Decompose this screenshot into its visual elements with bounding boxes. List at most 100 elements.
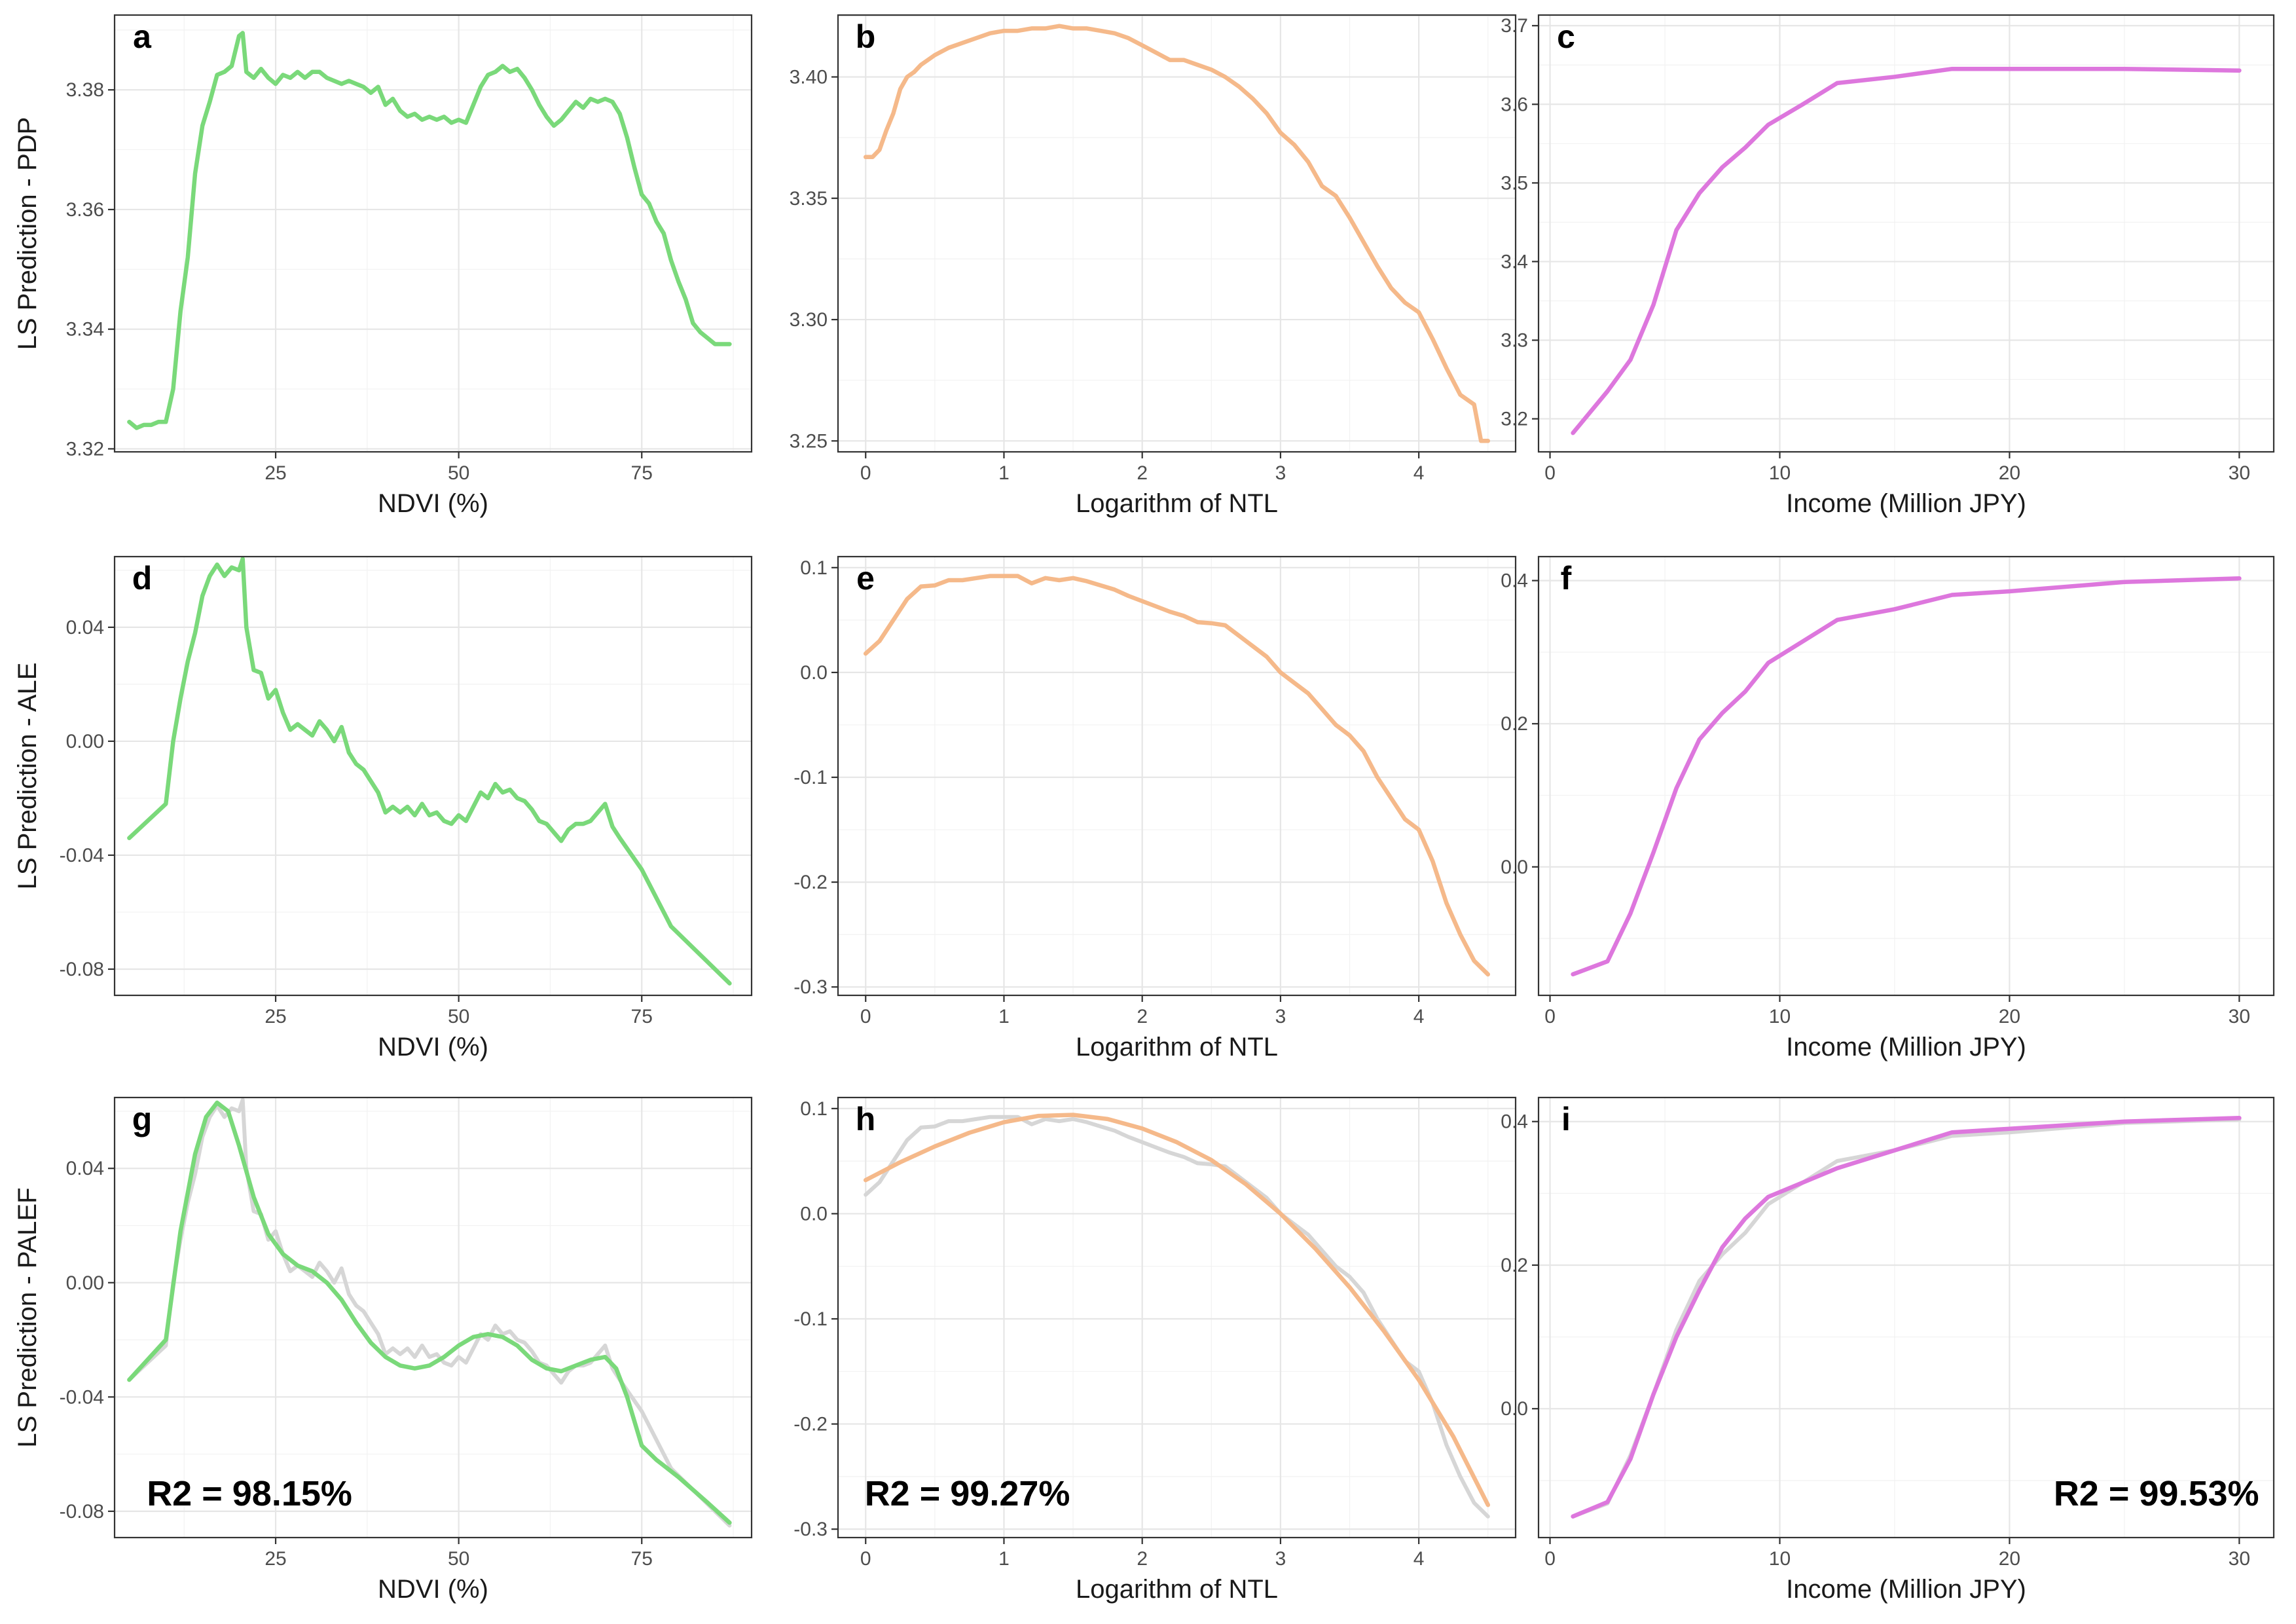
- panel-a: 25 50 75 3.32 3.34 3.36 3.38 a NDVI (%) LS Predic…: [13, 14, 753, 518]
- y-tick-label: 0.2: [1501, 713, 1528, 735]
- y-tick-label: 0.2: [1501, 1255, 1528, 1276]
- panel-frame: [837, 14, 1517, 453]
- reference-line-i: [1571, 1117, 2242, 1519]
- panel-g: 25 50 75 -0.08 -0.04 0.00 0.04 g R2 = 98.15% NDVI…: [13, 1096, 753, 1604]
- x-tick-label: 25: [264, 462, 286, 484]
- panel-frame: [837, 555, 1517, 997]
- x-tick-label: 10: [1769, 1548, 1791, 1570]
- y-tick-label: 0.00: [66, 1272, 104, 1294]
- y-axis-title: LS Prediction - PALEF: [13, 1187, 42, 1447]
- x-tick-label: 50: [448, 1548, 469, 1570]
- x-tick-label: 20: [1999, 1006, 2020, 1027]
- x-tick-label: 30: [2229, 1548, 2250, 1570]
- panel-frame: [1537, 555, 2275, 997]
- x-tick-label: 4: [1413, 1006, 1425, 1027]
- x-tick-label: 2: [1137, 1548, 1148, 1570]
- x-tick-label: 2: [1137, 1006, 1148, 1027]
- y-tick-label: 3.4: [1501, 251, 1528, 272]
- y-axis-title: LS Prediction - PDP: [13, 117, 42, 350]
- x-axis-title: NDVI (%): [378, 1575, 488, 1604]
- x-tick-label: 1: [998, 1548, 1010, 1570]
- y-tick-label: 3.6: [1501, 94, 1528, 115]
- r2-annotation: R2 = 99.53%: [2054, 1474, 2259, 1513]
- panel-letter: d: [132, 560, 153, 597]
- panel-h: 0 1 2 3 4 -0.3 -0.2 -0.1 0.0 0.1 h R2 = 99.27% Logar…: [793, 1096, 1517, 1604]
- panel-frame: [1537, 1096, 2275, 1539]
- y-tick-label: 3.5: [1501, 172, 1528, 194]
- y-tick-label: 0.0: [1501, 857, 1528, 878]
- y-tick-label: -0.08: [60, 959, 104, 980]
- y-tick-label: -0.1: [793, 767, 828, 788]
- panel-letter: f: [1561, 560, 1572, 597]
- panel-frame: [113, 555, 753, 997]
- r2-annotation: R2 = 98.15%: [147, 1474, 352, 1513]
- y-tick-label: 3.3: [1501, 329, 1528, 351]
- y-tick-label: 3.38: [66, 79, 104, 101]
- series-line-a: [127, 31, 732, 430]
- x-tick-label: 4: [1413, 462, 1425, 484]
- x-tick-label: 50: [448, 1006, 469, 1027]
- y-tick-label: 0.0: [800, 1203, 828, 1225]
- panel-frame: [113, 1096, 753, 1539]
- panel-frame: [837, 1096, 1517, 1539]
- x-axis-title: Logarithm of NTL: [1076, 489, 1278, 518]
- series-line-c: [1571, 66, 2242, 435]
- x-tick-label: 50: [448, 462, 469, 484]
- y-tick-label: 0.04: [66, 1158, 104, 1179]
- y-tick-label: 0.4: [1501, 1111, 1528, 1133]
- y-tick-label: 3.36: [66, 199, 104, 221]
- x-tick-label: 30: [2229, 1006, 2250, 1027]
- y-tick-label: 3.34: [66, 319, 104, 341]
- x-tick-label: 0: [1544, 462, 1556, 484]
- y-tick-label: 0.4: [1501, 570, 1528, 592]
- panel-f: 0 10 20 30 0.0 0.2 0.4 f Income (Million JPY): [1501, 555, 2275, 1061]
- panel-letter: i: [1561, 1101, 1571, 1137]
- panel-letter: e: [856, 560, 875, 597]
- reference-line-h: [864, 1115, 1490, 1519]
- panel-letter: a: [133, 18, 152, 55]
- y-tick-label: 3.30: [790, 309, 828, 331]
- x-axis-title: Logarithm of NTL: [1076, 1575, 1278, 1604]
- x-tick-label: 0: [1544, 1006, 1556, 1027]
- x-tick-label: 20: [1999, 1548, 2020, 1570]
- y-tick-label: 3.32: [66, 438, 104, 460]
- y-tick-label: 0.04: [66, 617, 104, 638]
- series-line-h: [863, 1113, 1491, 1507]
- y-tick-label: 3.25: [790, 430, 828, 452]
- panel-i: 0 10 20 30 0.0 0.2 0.4 i R2 = 99.53% Income (Mill…: [1501, 1096, 2275, 1604]
- panel-b: 0 1 2 3 4 3.25 3.30 3.35 3.40 b Logarithm of NTL: [790, 14, 1517, 518]
- y-tick-label: 3.40: [790, 66, 828, 88]
- x-tick-label: 0: [860, 1548, 871, 1570]
- x-tick-label: 1: [998, 1006, 1010, 1027]
- series-line-e: [863, 574, 1491, 977]
- y-tick-label: 0.1: [800, 1098, 828, 1120]
- series-line-f: [1571, 576, 2242, 977]
- reference-line-g: [127, 1098, 732, 1528]
- y-tick-label: 0.1: [800, 557, 828, 579]
- panel-letter: c: [1557, 18, 1575, 55]
- y-axis-title: LS Prediction - ALE: [13, 663, 42, 890]
- x-axis-title: NDVI (%): [378, 489, 488, 518]
- x-tick-label: 3: [1275, 1006, 1286, 1027]
- x-tick-label: 20: [1999, 462, 2020, 484]
- x-tick-label: 2: [1137, 462, 1148, 484]
- series-line-i: [1571, 1115, 2242, 1519]
- x-tick-label: 25: [264, 1006, 286, 1027]
- y-tick-label: 3.35: [790, 188, 828, 210]
- y-tick-label: -0.04: [60, 1386, 104, 1408]
- x-tick-label: 30: [2229, 462, 2250, 484]
- panel-e: 0 1 2 3 4 -0.3 -0.2 -0.1 0.0 0.1 e Logarithm of NTL: [793, 555, 1517, 1061]
- x-tick-label: 0: [1544, 1548, 1556, 1570]
- y-tick-label: -0.08: [60, 1501, 104, 1522]
- x-tick-label: 1: [998, 462, 1010, 484]
- x-axis-title: Income (Million JPY): [1786, 1575, 2026, 1604]
- panel-d: 25 50 75 -0.08 -0.04 0.00 0.04 d NDVI (%) LS Pred…: [13, 555, 753, 1061]
- x-tick-label: 3: [1275, 1548, 1286, 1570]
- x-tick-label: 10: [1769, 1006, 1791, 1027]
- series-line-d: [127, 557, 732, 986]
- panel-letter: h: [856, 1101, 876, 1137]
- x-tick-label: 75: [631, 1006, 653, 1027]
- y-tick-label: -0.2: [793, 872, 828, 893]
- panel-frame: [113, 14, 753, 453]
- y-tick-label: 0.0: [1501, 1398, 1528, 1420]
